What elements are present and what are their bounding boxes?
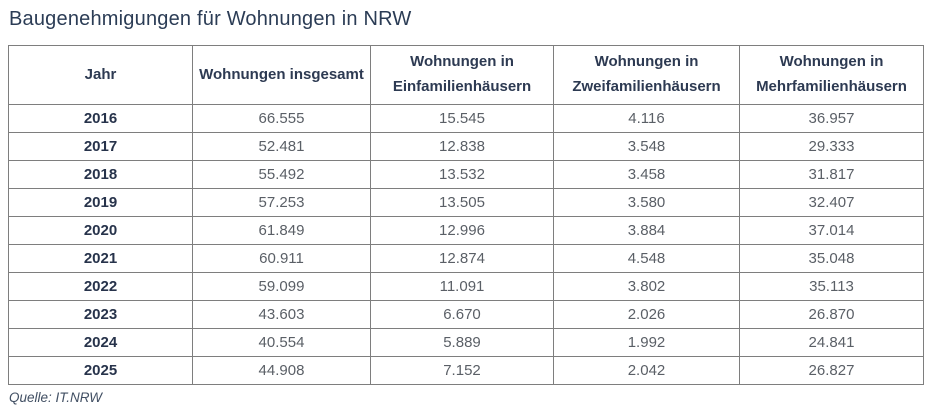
value-cell: 66.555 xyxy=(192,104,371,133)
value-cell: 3.802 xyxy=(553,272,740,301)
value-cell: 3.580 xyxy=(553,188,740,217)
year-cell: 2018 xyxy=(8,160,193,189)
value-cell: 2.026 xyxy=(553,300,740,329)
value-cell: 57.253 xyxy=(192,188,371,217)
value-cell: 44.908 xyxy=(192,356,371,385)
table-row: 2018 55.492 13.532 3.458 31.817 xyxy=(8,160,924,189)
value-cell: 43.603 xyxy=(192,300,371,329)
year-cell: 2022 xyxy=(8,272,193,301)
value-cell: 26.870 xyxy=(739,300,924,329)
table-row: 2022 59.099 11.091 3.802 35.113 xyxy=(8,272,924,301)
page: Baugenehmigungen für Wohnungen in NRW Ja… xyxy=(8,8,924,405)
source-note: Quelle: IT.NRW xyxy=(9,390,103,405)
value-cell: 12.996 xyxy=(370,216,554,245)
year-cell: 2019 xyxy=(8,188,193,217)
value-cell: 31.817 xyxy=(739,160,924,189)
building-permits-table: Jahr Wohnungen insgesamt Wohnungen in Einf… xyxy=(8,45,924,385)
value-cell: 55.492 xyxy=(192,160,371,189)
table-row: 2025 44.908 7.152 2.042 26.827 xyxy=(8,356,924,385)
value-cell: 61.849 xyxy=(192,216,371,245)
value-cell: 24.841 xyxy=(739,328,924,357)
value-cell: 36.957 xyxy=(739,104,924,133)
table-header: Jahr Wohnungen insgesamt Wohnungen in Einf… xyxy=(8,45,924,105)
column-header: Jahr xyxy=(8,45,193,105)
value-cell: 6.670 xyxy=(370,300,554,329)
year-cell: 2023 xyxy=(8,300,193,329)
value-cell: 26.827 xyxy=(739,356,924,385)
value-cell: 11.091 xyxy=(370,272,554,301)
table-body: 2016 66.555 15.545 4.116 36.957 2017 52.481 12.… xyxy=(8,104,924,385)
column-header: Wohnungen in Zweifamilienhäusern xyxy=(553,45,740,105)
value-cell: 12.838 xyxy=(370,132,554,161)
year-cell: 2021 xyxy=(8,244,193,273)
value-cell: 35.048 xyxy=(739,244,924,273)
table-row: 2021 60.911 12.874 4.548 35.048 xyxy=(8,244,924,273)
value-cell: 37.014 xyxy=(739,216,924,245)
value-cell: 35.113 xyxy=(739,272,924,301)
year-cell: 2017 xyxy=(8,132,193,161)
value-cell: 7.152 xyxy=(370,356,554,385)
table-row: 2024 40.554 5.889 1.992 24.841 xyxy=(8,328,924,357)
value-cell: 1.992 xyxy=(553,328,740,357)
value-cell: 13.505 xyxy=(370,188,554,217)
value-cell: 52.481 xyxy=(192,132,371,161)
table-row: 2020 61.849 12.996 3.884 37.014 xyxy=(8,216,924,245)
column-header: Wohnungen in Mehrfamilienhäusern xyxy=(739,45,924,105)
value-cell: 32.407 xyxy=(739,188,924,217)
value-cell: 4.548 xyxy=(553,244,740,273)
page-title: Baugenehmigungen für Wohnungen in NRW xyxy=(9,8,412,30)
value-cell: 60.911 xyxy=(192,244,371,273)
value-cell: 5.889 xyxy=(370,328,554,357)
value-cell: 13.532 xyxy=(370,160,554,189)
column-header: Wohnungen in Einfamilienhäusern xyxy=(370,45,554,105)
year-cell: 2016 xyxy=(8,104,193,133)
column-header: Wohnungen insgesamt xyxy=(192,45,371,105)
value-cell: 15.545 xyxy=(370,104,554,133)
value-cell: 40.554 xyxy=(192,328,371,357)
value-cell: 59.099 xyxy=(192,272,371,301)
value-cell: 3.548 xyxy=(553,132,740,161)
value-cell: 2.042 xyxy=(553,356,740,385)
year-cell: 2025 xyxy=(8,356,193,385)
value-cell: 3.458 xyxy=(553,160,740,189)
table-row: 2019 57.253 13.505 3.580 32.407 xyxy=(8,188,924,217)
table-row: 2017 52.481 12.838 3.548 29.333 xyxy=(8,132,924,161)
value-cell: 29.333 xyxy=(739,132,924,161)
value-cell: 12.874 xyxy=(370,244,554,273)
value-cell: 4.116 xyxy=(553,104,740,133)
value-cell: 3.884 xyxy=(553,216,740,245)
table-row: 2023 43.603 6.670 2.026 26.870 xyxy=(8,300,924,329)
year-cell: 2024 xyxy=(8,328,193,357)
year-cell: 2020 xyxy=(8,216,193,245)
table-row: 2016 66.555 15.545 4.116 36.957 xyxy=(8,104,924,133)
header-row: Jahr Wohnungen insgesamt Wohnungen in Einf… xyxy=(8,45,924,105)
